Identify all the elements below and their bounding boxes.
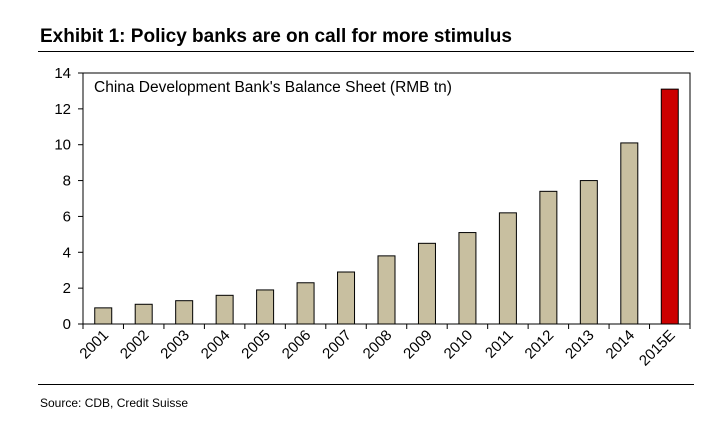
y-tick-label: 14 (54, 65, 71, 82)
bar (579, 180, 598, 325)
source-note: Source: CDB, Credit Suisse (40, 396, 189, 410)
bar (620, 142, 639, 325)
bar (377, 255, 396, 325)
x-tick-label: 2014 (603, 327, 639, 363)
y-tick-label: 2 (63, 280, 71, 297)
x-tick-label: 2011 (482, 327, 517, 362)
x-tick-label: 2013 (562, 327, 598, 363)
bar (296, 282, 315, 325)
x-tick-label: 2005 (238, 327, 274, 363)
x-tick-label: 2009 (400, 327, 436, 363)
y-tick-label: 6 (63, 208, 71, 225)
bottom-rule (38, 384, 694, 385)
x-tick-label: 2012 (522, 327, 558, 363)
bar (94, 307, 113, 325)
y-axis: 0 2 4 6 8 10 12 14 (54, 65, 83, 333)
x-tick-label: 2001 (76, 327, 112, 363)
bar (175, 300, 194, 325)
exhibit-title: Exhibit 1: Policy banks are on call for … (40, 26, 512, 47)
x-tick-label: 2002 (117, 327, 153, 363)
y-tick-label: 8 (63, 173, 71, 190)
bar (337, 271, 356, 325)
bar (134, 303, 153, 325)
bar (417, 242, 436, 325)
bar (215, 294, 234, 325)
x-axis: 2001 2002 2003 2004 2005 2006 2007 2008 2009 2010… (76, 324, 691, 370)
bar (498, 212, 517, 325)
x-tick-label: 2008 (360, 327, 396, 363)
bar-highlighted (660, 88, 679, 325)
x-tick-label: 2015E (636, 327, 679, 370)
y-tick-label: 4 (63, 244, 71, 261)
y-tick-label: 12 (54, 101, 71, 118)
chart-title: China Development Bank's Balance Sheet (… (94, 79, 452, 96)
bar (539, 190, 558, 325)
bars (94, 88, 679, 325)
x-tick-label: 2006 (279, 327, 315, 363)
x-tick-label: 2010 (441, 327, 477, 363)
y-tick-label: 0 (63, 316, 71, 333)
x-tick-label: 2004 (198, 327, 234, 363)
bar (256, 289, 275, 325)
top-rule (38, 51, 694, 52)
bar (458, 232, 477, 325)
x-tick-label: 2003 (157, 327, 193, 363)
x-tick-label: 2007 (319, 327, 355, 363)
y-tick-label: 10 (54, 137, 71, 154)
